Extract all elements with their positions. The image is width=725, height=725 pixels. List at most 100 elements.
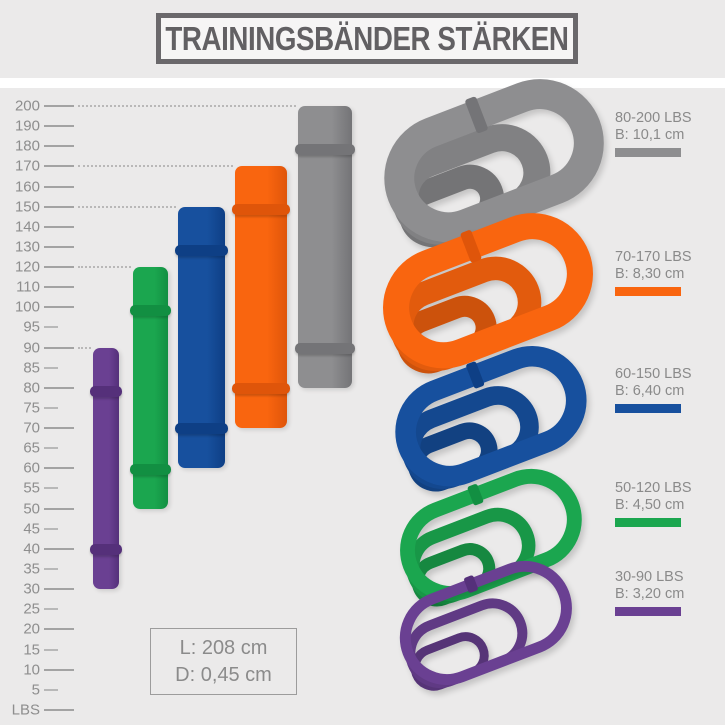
dimensions-box: L: 208 cm D: 0,45 cm [150, 628, 297, 695]
axis-tick-label: 65 [23, 439, 40, 457]
product-width: B: 6,40 cm [615, 383, 685, 399]
resistance-band-bar [295, 106, 355, 388]
axis-tick [44, 326, 58, 329]
axis-tick-label: 60 [23, 459, 40, 477]
axis-tick-label: 30 [23, 580, 40, 598]
product-range: 30-90 LBS [615, 569, 684, 585]
page-title: TRAININGSBÄNDER STÄRKEN [165, 19, 569, 57]
axis-tick-label: 80 [23, 379, 40, 397]
band-sleeve-bottom [295, 342, 355, 354]
axis-tick [44, 628, 74, 631]
band-photo-blue [395, 345, 598, 516]
axis-tick-label: 160 [14, 178, 40, 196]
band-sleeve-bottom [130, 463, 171, 475]
product-range: 50-120 LBS [615, 480, 692, 496]
axis-tick [44, 386, 74, 389]
axis-tick [44, 427, 74, 430]
resistance-band-bar [130, 267, 171, 509]
axis-tick-label: 45 [23, 520, 40, 538]
axis-tick [44, 286, 74, 289]
product-color-swatch [615, 287, 681, 296]
length-value: L: 208 cm [179, 636, 268, 659]
axis-tick [44, 306, 74, 309]
product-label-gray: 80-200 LBS B: 10,1 cm [615, 110, 725, 157]
band-sleeve-top [90, 385, 122, 397]
diameter-value: D: 0,45 cm [175, 663, 272, 686]
product-color-swatch [615, 518, 681, 527]
product-label-orange: 70-170 LBS B: 8,30 cm [615, 249, 725, 296]
band-photo-purple [399, 560, 587, 718]
axis-tick [44, 588, 74, 591]
axis-tick-label: 55 [23, 479, 40, 497]
axis-tick-label: 35 [23, 560, 40, 578]
resistance-band-bar [232, 166, 290, 429]
axis-tick [44, 547, 74, 550]
axis-tick [44, 507, 74, 510]
axis-tick [44, 205, 74, 208]
leader-line [78, 165, 233, 168]
axis-tick [44, 165, 74, 168]
axis-tick [44, 487, 58, 490]
axis-tick-label: 95 [23, 318, 40, 336]
band-photo-gray [384, 79, 613, 272]
axis-tick-label: 75 [23, 399, 40, 417]
axis-tick-label: 190 [14, 117, 40, 135]
leader-line [78, 346, 91, 349]
leader-line [78, 205, 176, 208]
axis-tick [44, 688, 58, 691]
axis-tick-label: 50 [23, 500, 40, 518]
axis-tick-label: 200 [14, 97, 40, 115]
axis-tick-label: 10 [23, 661, 40, 679]
band-sleeve-top [295, 144, 355, 155]
axis-tick [44, 708, 74, 711]
axis-tick [44, 447, 58, 450]
band-photo-orange [383, 213, 603, 399]
axis-tick [44, 567, 58, 570]
band-sleeve-top [232, 204, 290, 216]
axis-tick [44, 125, 74, 128]
band-sleeve-bottom [175, 423, 228, 435]
product-width: B: 3,20 cm [615, 586, 685, 602]
product-width: B: 8,30 cm [615, 266, 685, 282]
product-width: B: 10,1 cm [615, 127, 685, 143]
axis-tick-label: 20 [23, 620, 40, 638]
axis-tick [44, 648, 58, 651]
product-color-swatch [615, 148, 681, 157]
axis-tick-label: 25 [23, 600, 40, 618]
product-label-blue: 60-150 LBS B: 6,40 cm [615, 366, 725, 413]
product-width: B: 4,50 cm [615, 497, 685, 513]
axis-tick-label: 110 [16, 278, 40, 296]
axis-tick [44, 366, 58, 369]
axis-tick-label: 180 [14, 137, 40, 155]
axis-tick [44, 185, 74, 188]
axis-tick-label: 5 [31, 681, 40, 699]
band-sleeve-top [130, 305, 171, 317]
axis-tick-label: 120 [14, 258, 40, 276]
axis-tick [44, 105, 74, 107]
axis-tick-label: 40 [23, 540, 40, 558]
product-range: 70-170 LBS [615, 249, 692, 265]
band-sleeve-bottom [232, 383, 290, 395]
product-color-swatch [615, 404, 681, 413]
title-box: TRAININGSBÄNDER STÄRKEN [156, 13, 578, 64]
leader-line [78, 105, 296, 107]
axis-tick-label: 85 [23, 359, 40, 377]
axis-tick [44, 266, 74, 269]
axis-tick-label: LBS [11, 701, 40, 719]
product-range: 80-200 LBS [615, 110, 692, 126]
axis-tick [44, 245, 74, 248]
axis-tick [44, 608, 58, 611]
axis-tick-label: 140 [14, 218, 40, 236]
leader-line [78, 266, 131, 269]
axis-tick-label: 100 [14, 298, 40, 316]
axis-tick-label: 90 [23, 339, 40, 357]
resistance-chart: 200 190 180 170 160 150 140 130 120 110 100 95 90 85 8… [11, 97, 355, 719]
product-label-green: 50-120 LBS B: 4,50 cm [615, 480, 725, 527]
axis-tick [44, 467, 74, 470]
axis-tick [44, 668, 74, 671]
axis-tick [44, 406, 58, 409]
product-range: 60-150 LBS [615, 366, 692, 382]
axis-tick [44, 145, 74, 148]
axis-tick [44, 527, 58, 530]
